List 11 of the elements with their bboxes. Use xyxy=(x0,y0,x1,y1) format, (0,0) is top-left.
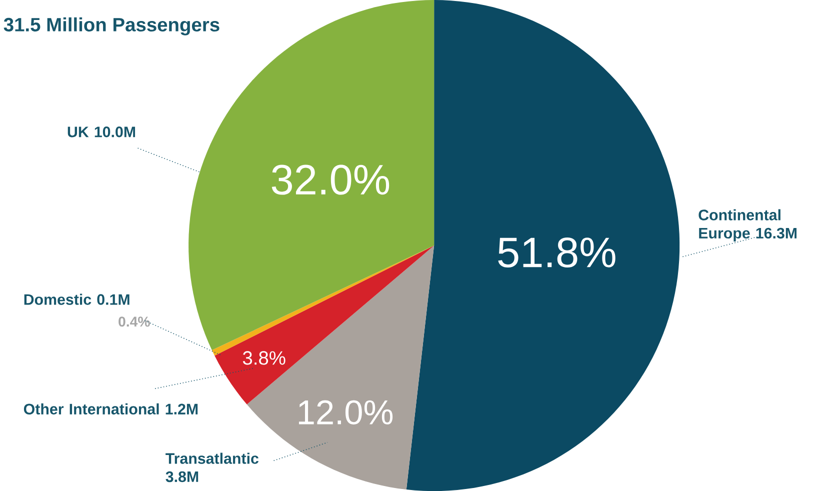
slice-label: Other International 1.2M xyxy=(24,403,198,414)
slice-label: Continental Europe 16.3M xyxy=(698,209,796,242)
slice-label: Domestic 0.1M xyxy=(24,294,130,305)
data-label: 51.8% xyxy=(498,237,616,268)
data-label: 12.0% xyxy=(298,400,393,424)
slice-label: Transatlantic 3.8M xyxy=(166,452,258,482)
data-label: 0.4% xyxy=(118,316,150,327)
data-label: 3.8% xyxy=(242,351,286,365)
data-label: 32.0% xyxy=(272,164,390,195)
text: 31.5 Million Passengers xyxy=(4,17,220,36)
slice-label: UK 10.0M xyxy=(68,126,136,138)
